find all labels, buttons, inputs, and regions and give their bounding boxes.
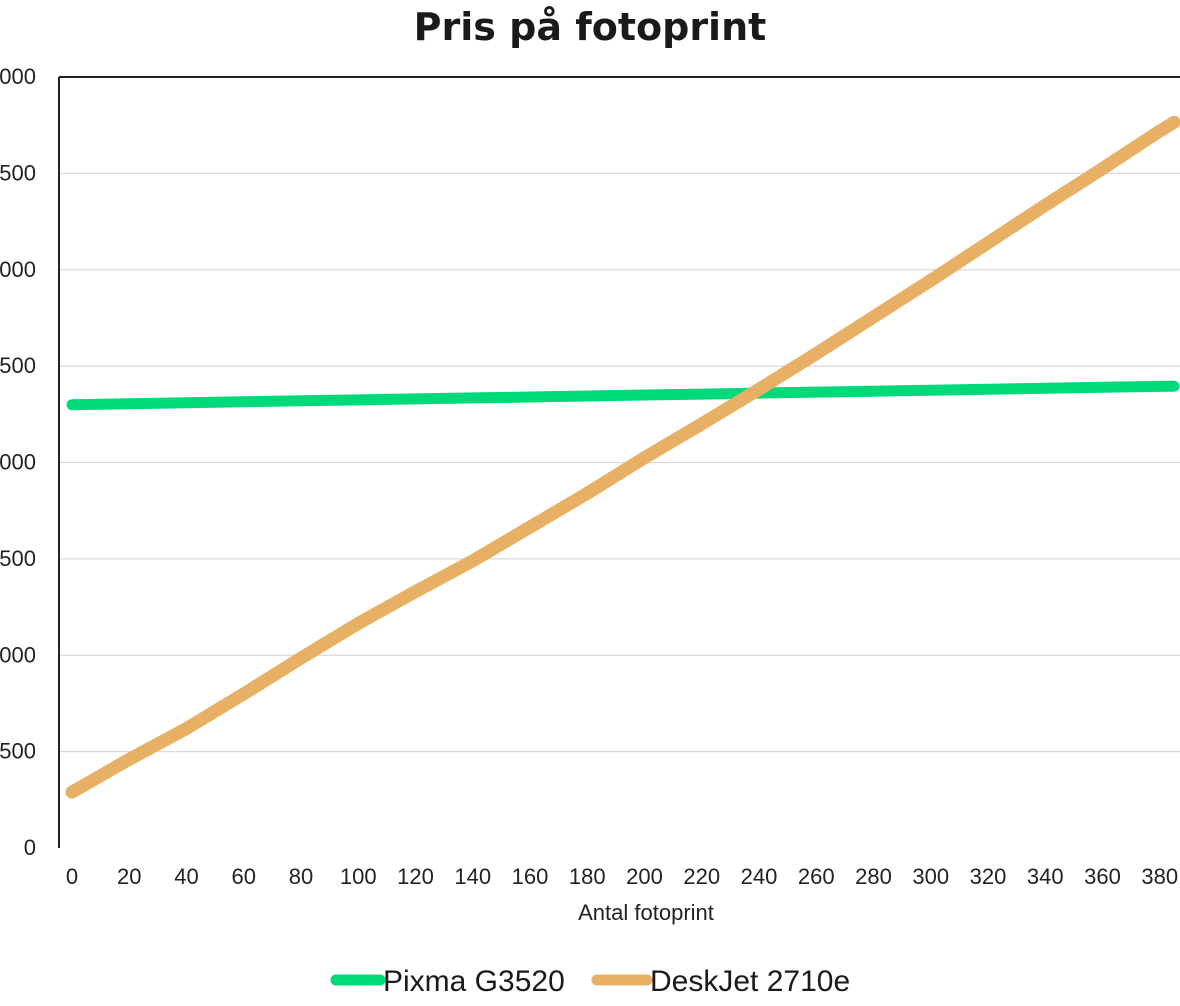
x-axis-ticks: 0 20 40 60 80 100 120 140 160 180 200 220 240 260 280 3… — [66, 864, 1178, 889]
legend-label-1: Pixma G3520 — [383, 965, 565, 998]
x-tick-label: 100 — [340, 864, 377, 889]
x-tick-label: 20 — [117, 864, 141, 889]
x-tick-label: 200 — [626, 864, 663, 889]
series-lines — [65, 115, 1180, 799]
x-tick-label: 0 — [66, 864, 78, 889]
y-tick-label: 000 — [0, 257, 36, 282]
x-tick-label: 300 — [912, 864, 949, 889]
x-tick-label: 140 — [454, 864, 491, 889]
y-axis-ticks: 0 500 000 500 000 500 000 500 000 — [0, 64, 36, 860]
chart-title: Pris på fotoprint — [414, 5, 767, 49]
x-tick-label: 340 — [1027, 864, 1064, 889]
x-tick-label: 40 — [174, 864, 198, 889]
x-tick-label: 280 — [855, 864, 892, 889]
x-tick-label: 320 — [970, 864, 1007, 889]
y-tick-label: 000 — [0, 64, 36, 89]
x-tick-label: 260 — [798, 864, 835, 889]
legend: Pixma G3520 DeskJet 2710e — [330, 965, 850, 998]
series-line-2 — [65, 115, 1180, 799]
x-tick-label: 360 — [1084, 864, 1121, 889]
x-tick-label: 380 — [1141, 864, 1178, 889]
y-tick-label: 500 — [0, 353, 36, 378]
y-tick-label: 500 — [0, 160, 36, 185]
y-tick-label: 500 — [0, 739, 36, 764]
y-tick-label: 000 — [0, 450, 36, 475]
x-tick-label: 60 — [232, 864, 256, 889]
x-tick-label: 160 — [512, 864, 549, 889]
x-axis-label: Antal fotoprint — [578, 900, 714, 925]
x-tick-label: 240 — [741, 864, 778, 889]
x-tick-label: 120 — [397, 864, 434, 889]
grid-lines — [59, 172, 1180, 753]
x-tick-label: 220 — [683, 864, 720, 889]
x-tick-label: 180 — [569, 864, 606, 889]
y-tick-label: 500 — [0, 546, 36, 571]
series-line-1 — [66, 380, 1180, 411]
x-tick-label: 80 — [289, 864, 313, 889]
y-tick-label: 0 — [24, 835, 36, 860]
legend-label-2: DeskJet 2710e — [650, 965, 850, 998]
y-tick-label: 000 — [0, 642, 36, 667]
